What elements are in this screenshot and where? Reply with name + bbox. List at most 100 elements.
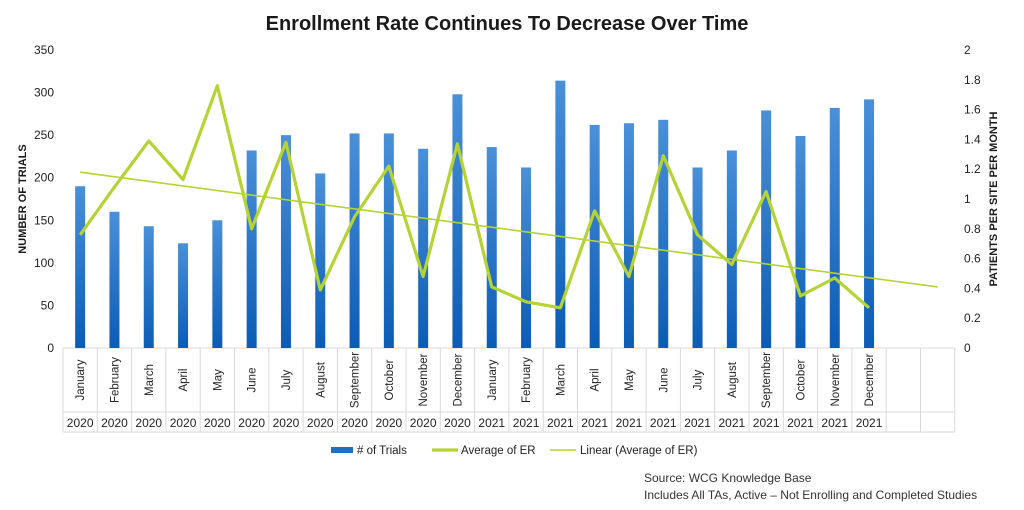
x-tick-year: 2021 [650,416,677,430]
bar-trials [658,119,669,349]
bar-trials [486,147,497,348]
y2-tick-label: 1.4 [964,132,981,146]
bar-trials [692,167,703,348]
x-tick-year: 2021 [718,416,745,430]
note-text: Includes All TAs, Active – Not Enrolling… [644,488,977,502]
plot-area: 0 50 100 150 200 250 300 350 0 0.2 0.4 0.6 0.8 1 1.2 1.… [17,43,1000,457]
y2-tick-label: 0.6 [964,252,981,266]
y2-tick-label: 0 [964,341,971,355]
bar-trials [761,110,772,348]
x-tick-month: February [109,357,121,403]
bar-trials [383,133,394,348]
x-tick-month: August [727,361,739,398]
x-tick-month: December [864,353,876,406]
x-tick-month: June [658,368,670,393]
y-tick-label: 100 [34,256,54,270]
y2-tick-label: 1.8 [964,73,981,87]
y-tick-label: 300 [34,86,54,100]
x-tick-month: October [384,359,396,400]
x-tick-year: 2021 [581,416,608,430]
y2-tick-label: 1 [964,192,971,206]
bar-trials [75,186,86,348]
x-tick-year: 2020 [307,416,334,430]
y2-tick-label: 1.6 [964,103,981,117]
x-tick-year: 2021 [478,416,505,430]
legend-swatch-trials [331,447,353,453]
y2-tick-label: 2 [964,43,971,57]
x-tick-month: October [795,359,807,400]
x-tick-month: January [487,359,499,400]
chart-title: Enrollment Rate Continues To Decrease Ov… [266,13,749,35]
x-tick-month: February [521,357,533,403]
x-tick-month: August [315,361,327,398]
legend-label-trials: # of Trials [357,445,407,457]
x-tick-year: 2020 [375,416,402,430]
y-tick-label: 200 [34,171,54,185]
x-tick-year: 2021 [753,416,780,430]
x-tick-year: 2021 [547,416,574,430]
bar-trials [212,220,223,348]
legend-label-er: Average of ER [461,445,536,457]
bar-trials [864,99,875,348]
trendline-er [80,171,938,288]
x-tick-month: December [452,353,464,406]
x-tick-year: 2020 [101,416,128,430]
x-tick-month: April [590,368,602,391]
bar-trials [143,226,154,348]
y-axis-title: NUMBER OF TRIALS [17,144,29,253]
bar-trials [280,135,291,348]
source-text: Source: WCG Knowledge Base [644,471,812,485]
y2-tick-label: 0.8 [964,222,981,236]
y2-tick-label: 0.2 [964,311,981,325]
bar-trials [795,135,806,348]
bar-trials [109,211,120,348]
x-tick-month: March [555,364,567,396]
x-tick-year: 2020 [410,416,437,430]
y-tick-label: 50 [41,298,55,312]
x-tick-year: 2021 [856,416,883,430]
y2-tick-label: 0.4 [964,281,981,295]
x-tick-year: 2021 [821,416,848,430]
y2-tick-label: 1.2 [964,162,981,176]
bar-trials [589,124,600,348]
legend-label-trend: Linear (Average of ER) [580,445,698,457]
x-tick-year: 2020 [67,416,94,430]
bar-trials [178,243,189,348]
x-tick-year: 2021 [513,416,540,430]
y-tick-label: 350 [34,43,54,57]
x-tick-month: July [693,370,705,391]
x-tick-year: 2020 [444,416,471,430]
y-tick-label: 250 [34,128,54,142]
bar-trials [246,150,257,348]
x-tick-month: September [350,352,362,408]
line-average-er [78,84,871,310]
x-tick-month: July [281,370,293,391]
bar-trials [349,133,360,348]
x-tick-year: 2020 [273,416,300,430]
x-tick-month: September [761,352,773,408]
x-tick-year: 2020 [238,416,265,430]
bar-trials [726,150,737,348]
y-tick-label: 150 [34,213,54,227]
legend: # of Trials Average of ER Linear (Average … [331,445,698,457]
x-tick-year: 2020 [341,416,368,430]
y-tick-label: 0 [47,341,54,355]
x-tick-month: November [418,353,430,406]
x-tick-year: 2020 [204,416,231,430]
x-tick-month: November [830,353,842,406]
x-tick-year: 2021 [684,416,711,430]
y2-axis-title: PATIENTS PER SITE PER MONTH [988,111,1000,286]
bar-trials [829,107,840,348]
x-tick-month: March [144,364,156,396]
x-tick-month: May [212,369,224,391]
x-tick-year: 2020 [135,416,162,430]
bar-trials [452,94,463,348]
x-tick-month: January [75,359,87,400]
x-tick-month: May [624,369,636,391]
x-tick-year: 2021 [787,416,814,430]
bar-trials [623,123,634,348]
bar-trials [555,80,566,348]
x-tick-month: June [247,368,259,393]
